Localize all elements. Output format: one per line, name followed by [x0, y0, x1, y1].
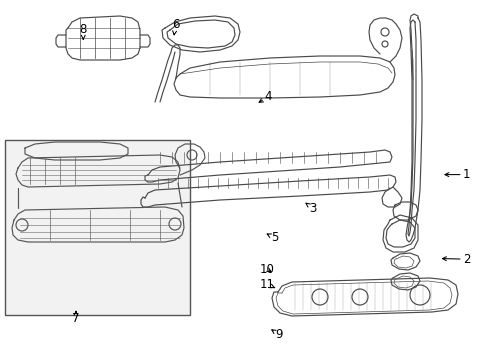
Text: 10: 10 — [260, 263, 274, 276]
Text: 8: 8 — [79, 23, 87, 39]
Text: 11: 11 — [260, 278, 275, 291]
Bar — [5, 140, 190, 315]
Text: 5: 5 — [267, 231, 278, 244]
Text: 1: 1 — [445, 168, 470, 181]
Text: 2: 2 — [442, 253, 470, 266]
Text: 9: 9 — [272, 328, 283, 341]
Text: 4: 4 — [259, 90, 272, 103]
Text: 7: 7 — [72, 311, 80, 325]
Text: 3: 3 — [306, 202, 317, 215]
Text: 6: 6 — [172, 18, 179, 35]
